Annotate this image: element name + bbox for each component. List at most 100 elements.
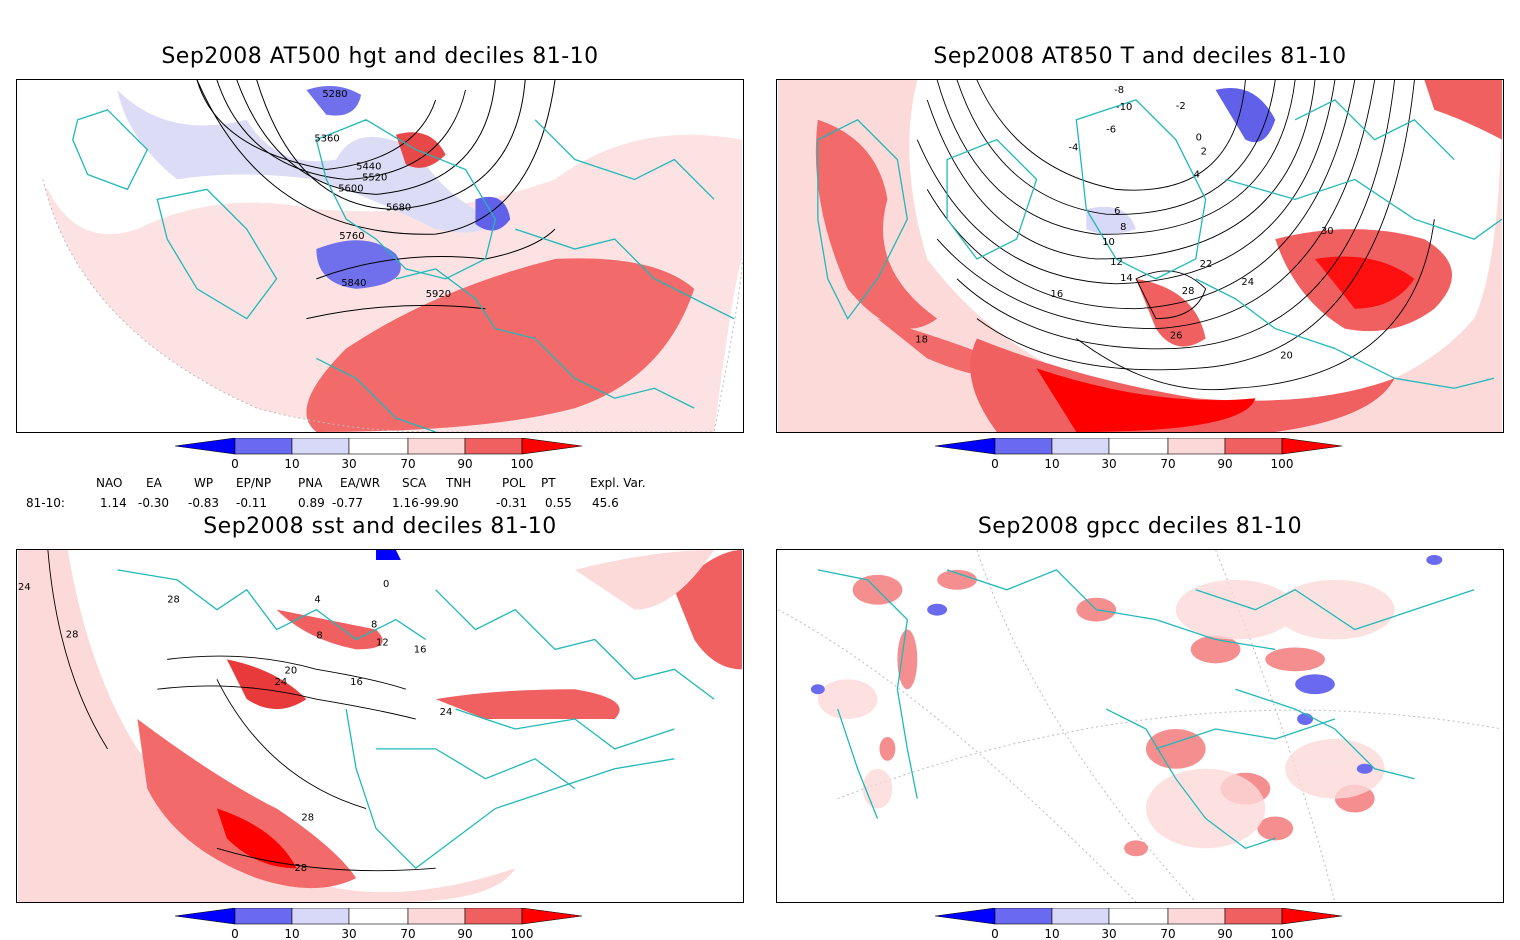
index-value: 0.89 (298, 496, 325, 510)
contour-label: 28 (301, 812, 314, 823)
index-header: EA/WR (340, 476, 381, 490)
colorbar-t850: 0 10 30 70 90 100 (935, 438, 1345, 478)
contour-label: -6 (1106, 125, 1116, 136)
index-value: -0.11 (236, 496, 268, 510)
map-panel-t850: -8 -10 -6 -2 0 -4 2 4 6 8 10 12 14 16 18… (776, 79, 1504, 433)
contour-label: 6 (1114, 206, 1120, 217)
colorbar-tick: 90 (1217, 457, 1232, 471)
colorbar-tick: 0 (991, 927, 999, 940)
colorbar-tick: 10 (1044, 927, 1059, 940)
contour-label: 28 (167, 595, 180, 606)
contour-label: 12 (1110, 257, 1123, 268)
index-header: NAO (96, 476, 123, 490)
index-value: 45.6 (592, 496, 619, 510)
colorbar-tick: 30 (1101, 457, 1116, 471)
colorbar-tick: 70 (1160, 927, 1175, 940)
contour-label: 8 (316, 630, 322, 641)
colorbar-svg: 0 10 30 70 90 100 (935, 908, 1343, 940)
colorbar-tick: 30 (1101, 927, 1116, 940)
map-hgt500: 5280 5360 5440 5520 5600 5680 5760 5840 … (18, 80, 743, 432)
panel-title-gpcc: Sep2008 gpcc deciles 81-10 (977, 514, 1303, 539)
contour-label: 0 (383, 579, 389, 590)
contour-label: 5280 (322, 89, 347, 100)
contour-label: 28 (1182, 286, 1195, 297)
contour-label: 5520 (362, 172, 387, 183)
contour-label: 4 (1194, 169, 1200, 180)
contour-label: 14 (1120, 273, 1133, 284)
contour-label: 26 (1170, 331, 1183, 342)
colorbar-tick: 90 (457, 927, 472, 940)
colorbar-tick: 70 (400, 457, 415, 471)
contour-label: 2 (1201, 147, 1207, 158)
contour-label: 5760 (339, 231, 364, 242)
colorbar-tick: 100 (511, 927, 534, 940)
colorbar-tick: 0 (231, 927, 239, 940)
colorbar-tick: 0 (231, 457, 239, 471)
contour-label: 20 (1280, 350, 1293, 361)
index-header: PT (541, 476, 556, 490)
contour-label: 16 (350, 677, 363, 688)
colorbar-hgt500: 0 10 30 70 90 100 (175, 438, 585, 478)
index-value: 1.16 (392, 496, 419, 510)
contour-label: -8 (1114, 85, 1124, 96)
colorbar-tick: 0 (991, 457, 999, 471)
contour-label: 16 (1051, 289, 1064, 300)
contour-label: 4 (314, 595, 320, 606)
contour-label: 24 (1241, 277, 1254, 288)
contour-label: 30 (1321, 226, 1334, 237)
contour-label: 5440 (356, 161, 381, 172)
contour-label: 28 (294, 863, 307, 874)
contour-label: 5680 (386, 202, 411, 213)
contour-label: 18 (915, 335, 928, 346)
index-row-label: 81-10: (26, 496, 65, 510)
index-value: 0.55 (545, 496, 572, 510)
contour-label: 8 (1120, 222, 1126, 233)
colorbar-tick: 10 (284, 457, 299, 471)
contour-label: 5360 (314, 134, 339, 145)
colorbar-tick: 10 (284, 927, 299, 940)
colorbar-tick: 90 (1217, 927, 1232, 940)
contour-label: 28 (66, 630, 79, 641)
index-value: -99.90 (420, 496, 459, 510)
map-sst: 24 28 28 0 4 8 8 12 16 16 20 24 24 28 28 (18, 550, 742, 902)
contour-label: -4 (1068, 143, 1078, 154)
contour-label: 22 (1200, 259, 1213, 270)
contour-label: 24 (275, 677, 288, 688)
index-header: WP (194, 476, 214, 490)
colorbar-tick: 90 (457, 457, 472, 471)
index-value: -0.31 (496, 496, 528, 510)
contour-label: 8 (371, 620, 377, 631)
colorbar-tick: 10 (1044, 457, 1059, 471)
colorbar-gpcc: 0 10 30 70 90 100 (935, 908, 1345, 940)
index-header: POL (502, 476, 526, 490)
index-header: SCA (402, 476, 427, 490)
panel-title-hgt500: Sep2008 AT500 hgt and deciles 81-10 (161, 44, 599, 69)
panel-title-t850: Sep2008 AT850 T and deciles 81-10 (933, 44, 1347, 69)
contour-label: 5840 (341, 278, 366, 289)
index-value: -0.30 (138, 496, 170, 510)
colorbar-tick: 100 (511, 457, 534, 471)
contour-label: 12 (376, 637, 389, 648)
map-panel-hgt500: 5280 5360 5440 5520 5600 5680 5760 5840 … (16, 79, 744, 433)
index-value: 1.14 (100, 496, 127, 510)
colorbar-svg: 0 10 30 70 90 100 (935, 438, 1343, 471)
contour-label: 5600 (338, 183, 363, 194)
colorbar-tick: 70 (400, 927, 415, 940)
map-panel-gpcc (776, 549, 1504, 903)
contour-label: 0 (1196, 133, 1202, 144)
colorbar-tick: 100 (1271, 927, 1294, 940)
indices-header-row: NAO EA WP EP/NP PNA EA/WR SCA TNH POL PT… (0, 476, 700, 492)
colorbar-tick: 30 (341, 457, 356, 471)
contour-label: 10 (1102, 237, 1115, 248)
index-header: TNH (446, 476, 472, 490)
colorbar-tick: 30 (341, 927, 356, 940)
colorbar-sst: 0 10 30 70 90 100 (175, 908, 585, 940)
contour-label: -10 (1116, 102, 1132, 113)
map-gpcc (777, 550, 1503, 902)
map-panel-sst: 24 28 28 0 4 8 8 12 16 16 20 24 24 28 28 (16, 549, 744, 903)
colorbar-tick: 100 (1271, 457, 1294, 471)
index-value: -0.77 (332, 496, 364, 510)
contour-label: -2 (1176, 101, 1186, 112)
index-header: EA (146, 476, 162, 490)
colorbar-tick: 70 (1160, 457, 1175, 471)
